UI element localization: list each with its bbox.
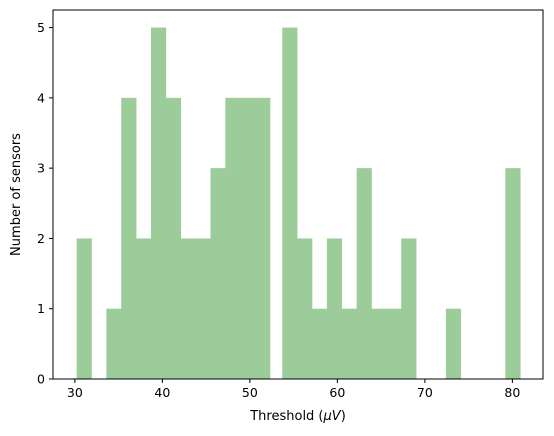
y-tick-label: 1 bbox=[37, 301, 45, 316]
histogram-bar bbox=[240, 97, 256, 379]
histogram-bar bbox=[312, 308, 328, 379]
y-tick-label: 0 bbox=[37, 372, 45, 387]
histogram-bar bbox=[505, 168, 521, 379]
x-tick-label: 30 bbox=[67, 385, 83, 400]
x-tick-label: 70 bbox=[417, 385, 433, 400]
x-axis: 30 40 50 60 70 80 bbox=[67, 379, 520, 400]
histogram-bar bbox=[282, 27, 298, 379]
histogram-bar bbox=[165, 97, 182, 379]
y-tick-label: 3 bbox=[37, 161, 45, 176]
y-tick-label: 4 bbox=[37, 90, 45, 105]
x-tick-label: 60 bbox=[329, 385, 345, 400]
histogram-bar bbox=[297, 238, 313, 379]
histogram-bar bbox=[210, 168, 226, 379]
histogram-bar bbox=[136, 238, 152, 379]
y-axis-label: Number of sensors bbox=[9, 133, 24, 256]
x-tick-label: 50 bbox=[242, 385, 258, 400]
plot-frame bbox=[52, 9, 544, 380]
x-axis-label-unit: μV bbox=[323, 409, 342, 424]
x-axis-label-text: Threshold ( bbox=[249, 409, 323, 424]
histogram-bar bbox=[225, 97, 241, 379]
histogram-bar bbox=[151, 27, 167, 379]
y-tick-label: 2 bbox=[37, 231, 45, 246]
x-tick-label: 40 bbox=[154, 385, 170, 400]
histogram-bar bbox=[445, 308, 462, 379]
x-axis-label-close: ) bbox=[341, 409, 346, 424]
histogram-bar bbox=[371, 308, 387, 379]
histogram-bar bbox=[180, 238, 196, 379]
histogram-bar bbox=[386, 308, 402, 379]
x-tick-label: 80 bbox=[504, 385, 520, 400]
histogram-bar bbox=[326, 238, 343, 379]
y-axis: 0 1 2 3 4 5 bbox=[37, 20, 53, 387]
histogram-bar bbox=[76, 238, 92, 379]
bars-group bbox=[76, 27, 521, 379]
histogram-bar bbox=[401, 238, 417, 379]
histogram-bar bbox=[341, 308, 357, 379]
histogram-bar bbox=[255, 97, 271, 379]
y-tick-label: 5 bbox=[37, 20, 45, 35]
x-axis-label: Threshold (μV) bbox=[249, 409, 346, 424]
histogram-bar bbox=[195, 238, 211, 379]
histogram-bar bbox=[106, 308, 122, 379]
histogram-bar bbox=[356, 168, 372, 379]
histogram-bar bbox=[121, 97, 137, 379]
